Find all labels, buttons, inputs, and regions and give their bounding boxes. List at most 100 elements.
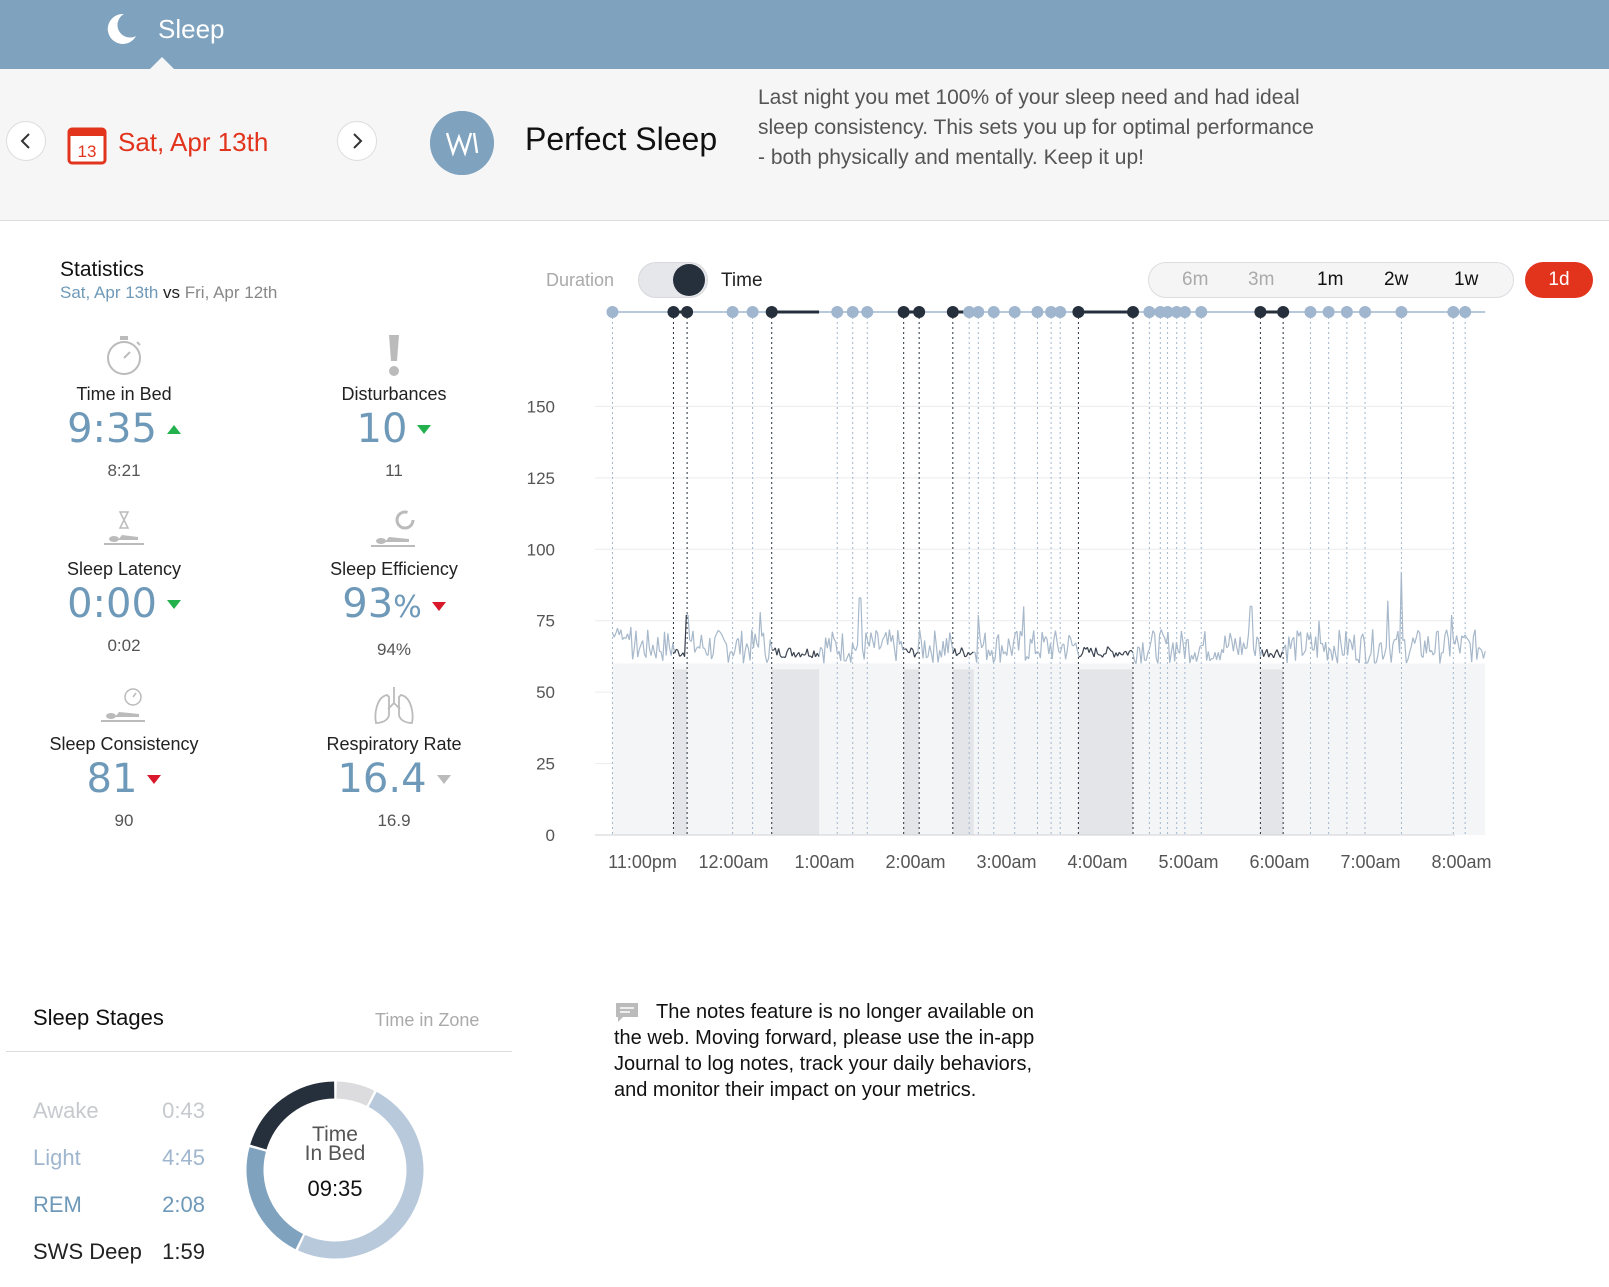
hypnogram-dot [681, 306, 694, 318]
hypnogram-dot [1143, 306, 1156, 318]
range-1w-button[interactable]: 1w [1454, 269, 1479, 290]
notes-deprecated-message: The notes feature is no longer available… [614, 1001, 1035, 1101]
y-tick-label: 150 [527, 397, 555, 416]
chevron-right-icon [353, 133, 363, 149]
x-tick-label: 2:00am [885, 852, 945, 872]
stage-time: 1:59 [162, 1239, 205, 1264]
y-tick-label: 125 [527, 469, 555, 488]
divider [6, 1051, 512, 1052]
hypnogram-dot [726, 306, 739, 318]
stage-time: 0:43 [162, 1098, 205, 1123]
range-2w-button[interactable]: 2w [1384, 269, 1409, 290]
date-label[interactable]: Sat, Apr 13th [118, 127, 269, 157]
donut-slice [297, 1091, 424, 1259]
trend-up-icon [166, 424, 181, 434]
stat-sleep-latency: Sleep Latency 0:00 0:02 [4, 505, 244, 656]
day-header: 13 Sat, Apr 13th Perfect Sleep Last nigh… [0, 69, 1609, 221]
hypnogram-dot [1322, 306, 1335, 318]
time-toggle-label[interactable]: Time [721, 270, 763, 291]
stat-time-in-bed: Time in Bed 9:35 8:21 [4, 330, 244, 481]
comment-icon [616, 1003, 638, 1022]
stat-value: 93 [342, 581, 394, 627]
hypnogram-dot [1340, 306, 1353, 318]
y-tick-label: 0 [546, 826, 555, 845]
stat-previous: 94% [376, 640, 412, 659]
range-6m-button[interactable]: 6m [1182, 269, 1209, 290]
stat-value: 0:00 [67, 581, 157, 627]
donut-slice [250, 1081, 335, 1150]
y-tick-label: 50 [536, 683, 555, 702]
sleep-stages-donut [246, 1081, 424, 1259]
previous-day-button[interactable] [6, 121, 46, 161]
moon-icon [107, 13, 136, 44]
range-1m-button[interactable]: 1m [1317, 269, 1344, 290]
sleep-stages-title: Sleep Stages [33, 1005, 164, 1030]
stat-value: 16.4 [337, 756, 427, 802]
stat-label: Sleep Latency [66, 559, 182, 579]
stage-time: 2:08 [162, 1192, 205, 1217]
hypnogram-dot [1127, 306, 1139, 318]
x-tick-label: 6:00am [1249, 852, 1309, 872]
stat-value: 81 [86, 756, 138, 802]
x-tick-label: 3:00am [976, 852, 1036, 872]
heart-rate-chart[interactable]: 0 25 50 75 100 125 150 11:00pm 12:00am 1:00am 2:00… [525, 300, 1585, 900]
x-tick-label: 8:00am [1431, 852, 1491, 872]
hypnogram-dot [897, 306, 910, 318]
hypnogram-dot [1447, 306, 1460, 318]
next-day-button[interactable] [337, 121, 377, 161]
donut-label-line1: Time [312, 1123, 358, 1146]
stat-label: Disturbances [341, 384, 447, 404]
chevron-left-icon [20, 133, 30, 149]
deep-sleep-band [771, 669, 820, 835]
hypnogram-dot [1178, 306, 1191, 318]
trend-down-icon [166, 599, 181, 609]
hypnogram-dot [765, 306, 778, 318]
donut-label: Time In Bed [240, 1123, 430, 1165]
stage-name: REM [33, 1192, 82, 1217]
stat-sleep-consistency: Sleep Consistency 81 90 [4, 680, 244, 831]
hypnogram-dot [1031, 306, 1044, 318]
stage-row-light: Light 4:45 [33, 1145, 205, 1171]
hypnogram-dot [972, 306, 985, 318]
hypnogram-dot [667, 306, 680, 318]
duration-time-toggle[interactable] [638, 262, 708, 298]
range-3m-button[interactable]: 3m [1248, 269, 1275, 290]
hypnogram-dot [846, 306, 859, 318]
y-tick-label: 75 [536, 612, 555, 631]
stat-value: 9:35 [67, 406, 157, 452]
heart-rate-line [611, 572, 1486, 664]
hypnogram-dot [963, 306, 976, 318]
range-1d-button[interactable]: 1d [1525, 262, 1593, 298]
top-bar: Sleep [0, 0, 1609, 69]
stat-label: Sleep Consistency [49, 734, 199, 754]
hypnogram-dot [1359, 306, 1372, 318]
stage-time: 4:45 [162, 1145, 205, 1170]
stat-disturbances: Disturbances 10 11 [274, 330, 514, 481]
calendar-icon[interactable]: 13 [67, 125, 107, 165]
hypnogram-dot [946, 306, 959, 318]
x-tick-label: 1:00am [794, 852, 854, 872]
y-tick-label: 100 [527, 540, 555, 559]
x-tick-label: 5:00am [1158, 852, 1218, 872]
donut-label-line2: In Bed [304, 1142, 366, 1165]
deep-sleep-band [1078, 669, 1133, 835]
deep-sleep-band [673, 669, 688, 835]
donut-value: 09:35 [307, 1176, 363, 1201]
stat-sleep-efficiency: Sleep Efficiency 93% 94% [274, 505, 514, 660]
x-tick-label: 4:00am [1067, 852, 1127, 872]
hypnogram-dot [746, 306, 759, 318]
stat-previous: 90 [114, 811, 134, 830]
hypnogram-dot [913, 306, 926, 318]
calendar-date-number: 13 [78, 142, 97, 161]
exclamation-icon [389, 335, 399, 376]
stat-unit: % [393, 590, 422, 625]
stage-row-awake: Awake 0:43 [33, 1098, 205, 1124]
clock-bed-icon [101, 688, 145, 722]
whoop-logo-icon [430, 111, 494, 175]
duration-toggle-label[interactable]: Duration [546, 270, 615, 290]
stage-name: Light [33, 1145, 81, 1170]
stat-label: Time in Bed [76, 384, 172, 404]
trend-down-icon [431, 601, 446, 611]
page-title: Sleep [158, 14, 225, 44]
lungs-icon [374, 687, 414, 724]
